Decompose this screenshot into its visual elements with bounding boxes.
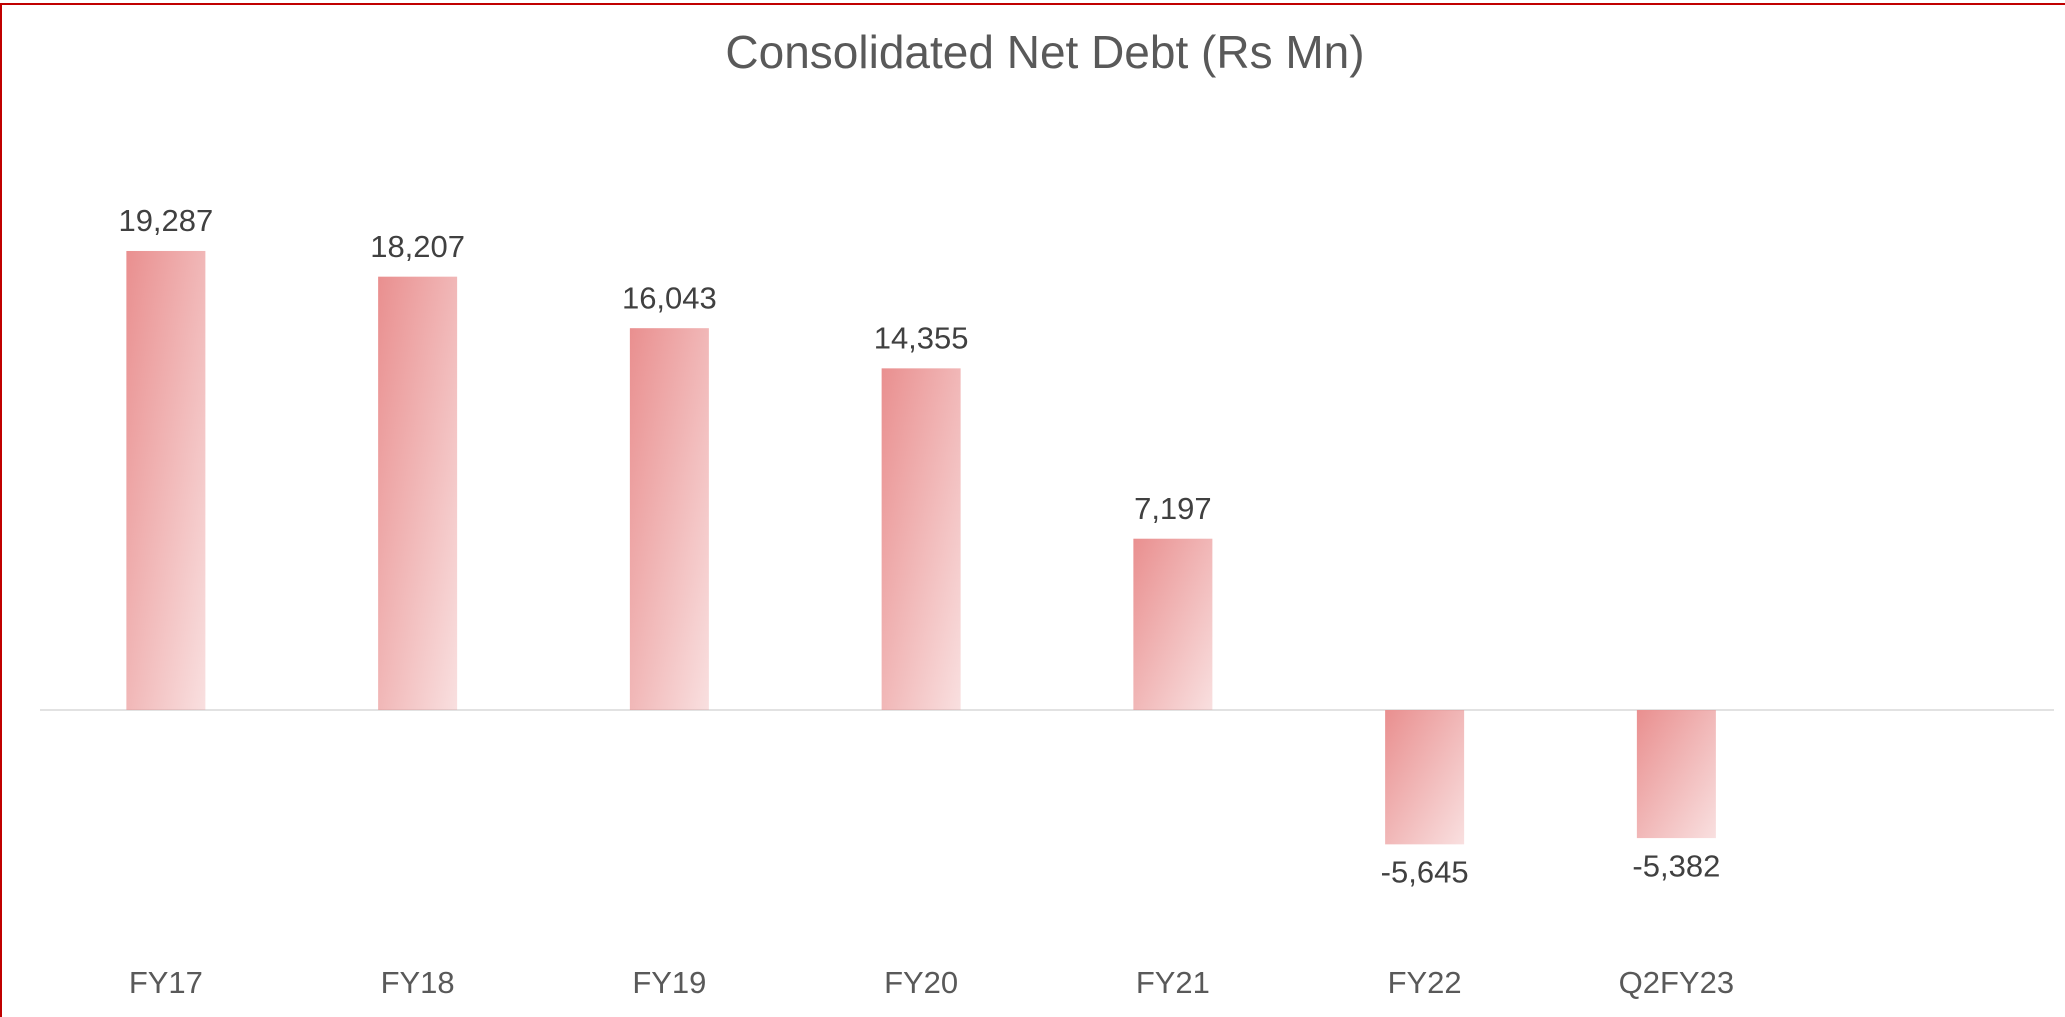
x-tick-label: FY20 bbox=[884, 965, 958, 1000]
bar bbox=[1385, 710, 1465, 845]
bar bbox=[126, 250, 206, 710]
bar bbox=[881, 368, 961, 710]
data-label: 19,287 bbox=[118, 203, 213, 238]
data-label: 18,207 bbox=[370, 229, 465, 264]
x-tick-label: FY17 bbox=[129, 965, 203, 1000]
x-tick-label: FY22 bbox=[1388, 965, 1462, 1000]
x-tick-label: Q2FY23 bbox=[1619, 965, 1734, 1000]
chart-title: Consolidated Net Debt (Rs Mn) bbox=[725, 26, 1364, 78]
data-label: -5,645 bbox=[1381, 855, 1469, 890]
x-tick-label: FY19 bbox=[632, 965, 706, 1000]
data-label: 16,043 bbox=[622, 280, 717, 315]
bar bbox=[378, 276, 458, 710]
x-tick-label: FY21 bbox=[1136, 965, 1210, 1000]
data-label: 7,197 bbox=[1134, 491, 1212, 526]
x-tick-label: FY18 bbox=[381, 965, 455, 1000]
data-label: -5,382 bbox=[1632, 848, 1720, 883]
bar bbox=[1636, 710, 1716, 839]
data-label: 14,355 bbox=[874, 321, 969, 356]
frame bbox=[0, 3, 2065, 1017]
bar bbox=[1133, 538, 1213, 710]
bar bbox=[629, 328, 709, 710]
